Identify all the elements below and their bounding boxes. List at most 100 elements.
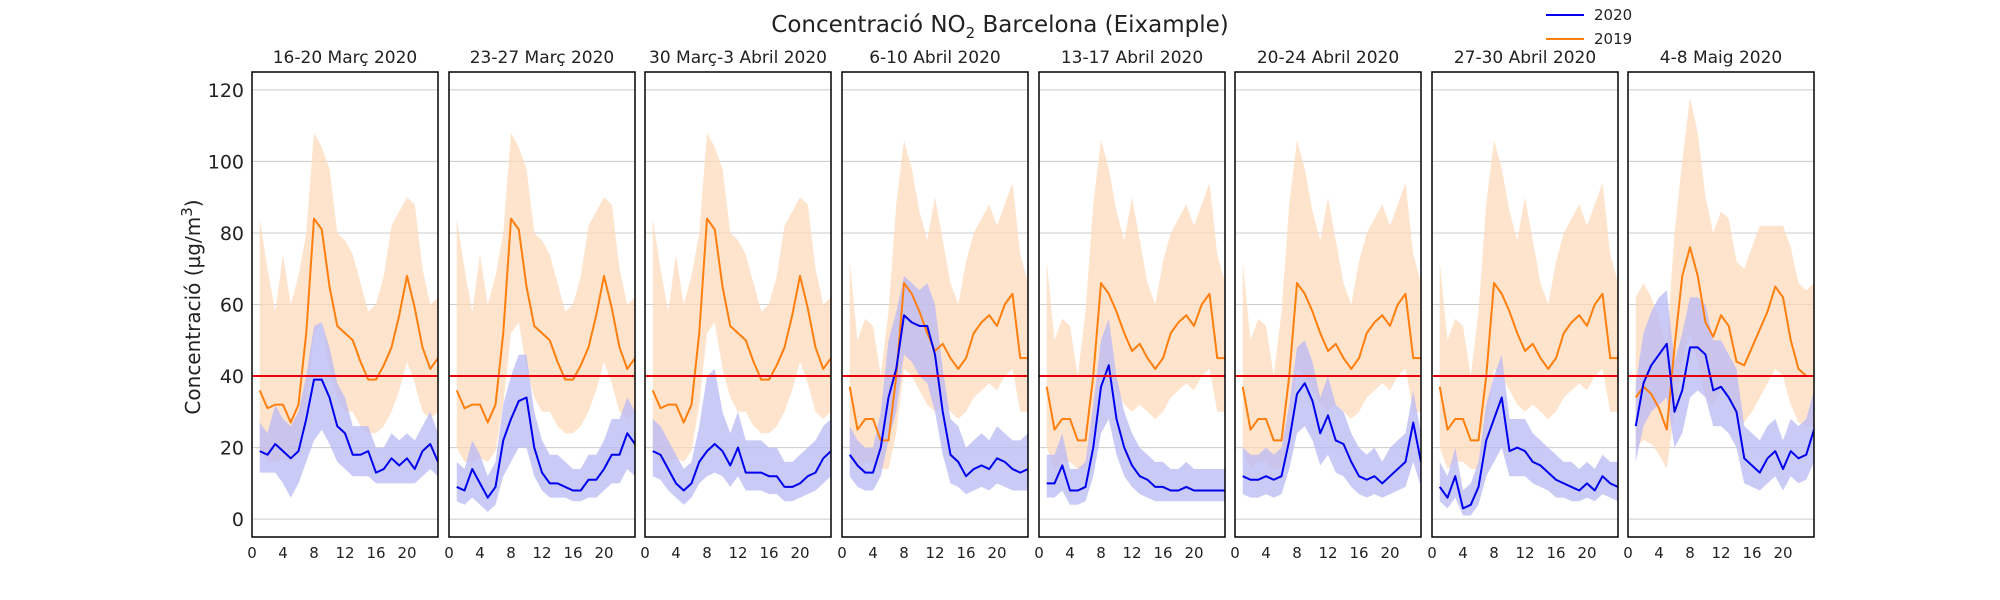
x-tick-label: 12 xyxy=(1318,544,1337,562)
legend-label-2019: 2019 xyxy=(1594,30,1632,48)
band-2020 xyxy=(456,354,635,512)
band-2020 xyxy=(1242,340,1421,498)
panel-4: 6-10 Abril 2020 0 4 8 12 16 20 xyxy=(837,48,1029,562)
panel-frame xyxy=(1038,71,1226,538)
panel-5: 13-17 Abril 2020 0 4 8 12 16 20 xyxy=(1034,48,1226,562)
x-tick-label: 20 xyxy=(1773,544,1792,562)
plot-area xyxy=(449,132,635,512)
x-tick-label: 8 xyxy=(899,544,909,562)
x-tick-label: 8 xyxy=(1292,544,1302,562)
panel-title: 30 Març-3 Abril 2020 xyxy=(649,48,827,68)
x-tick-label: 12 xyxy=(925,544,944,562)
x-tick-label: 0 xyxy=(247,544,257,562)
x-tick-label: 0 xyxy=(1427,544,1437,562)
panel-frame xyxy=(644,71,832,538)
x-tick-label: 4 xyxy=(1458,544,1468,562)
x-tick-label: 4 xyxy=(868,544,878,562)
plot-area xyxy=(1628,97,1814,491)
x-tick-label: 8 xyxy=(506,544,516,562)
chart-title: Concentració NO2 Barcelona (Eixample) xyxy=(771,12,1228,42)
y-tick-label: 20 xyxy=(220,438,244,460)
x-tick-label: 8 xyxy=(309,544,319,562)
x-tick-label: 8 xyxy=(1685,544,1695,562)
x-tick-label: 4 xyxy=(1065,544,1075,562)
x-tick-label: 0 xyxy=(837,544,847,562)
panel-title: 4-8 Maig 2020 xyxy=(1660,48,1782,68)
panel-3: 30 Març-3 Abril 2020 0 4 8 12 16 20 xyxy=(640,48,832,562)
panel-2: 23-27 Març 2020 0 4 8 12 16 20 xyxy=(444,48,636,562)
plot-area xyxy=(1235,139,1421,498)
series-line-2019 xyxy=(1438,282,1618,442)
chart-title-subscript: 2 xyxy=(966,24,976,42)
panel-1: 16-20 Març 2020 0 4 8 12 16 20 0 20 40 60 80 100 120 xyxy=(208,48,439,562)
chart-title-prefix: Concentració NO xyxy=(771,12,965,38)
series-line-2020 xyxy=(1438,396,1618,510)
panel-frame xyxy=(841,71,1029,538)
x-tick-label: 4 xyxy=(671,544,681,562)
x-tick-label: 12 xyxy=(532,544,551,562)
series-line-2019 xyxy=(1045,282,1225,442)
series-line-2019 xyxy=(1241,282,1421,442)
x-tick-label: 12 xyxy=(1122,544,1141,562)
series-line-2020 xyxy=(456,396,635,499)
x-tick-label: 0 xyxy=(1623,544,1633,562)
x-tick-label: 4 xyxy=(278,544,288,562)
x-tick-label: 8 xyxy=(1489,544,1499,562)
band-2020 xyxy=(1439,354,1618,516)
band-2020 xyxy=(1635,290,1814,491)
x-tick-label: 8 xyxy=(1096,544,1106,562)
x-tick-label: 16 xyxy=(759,544,778,562)
panel-frame xyxy=(1234,71,1422,538)
x-tick-label: 0 xyxy=(640,544,650,562)
chart-title-suffix: Barcelona (Eixample) xyxy=(975,12,1229,38)
y-tick-label: 80 xyxy=(220,223,244,245)
panel-frame xyxy=(1627,71,1815,538)
plot-area xyxy=(645,132,831,505)
series-line-2019 xyxy=(258,217,438,424)
x-tick-label: 16 xyxy=(1349,544,1368,562)
x-tick-label: 8 xyxy=(702,544,712,562)
y-axis-label-superscript: 3 xyxy=(178,207,196,217)
band-2019 xyxy=(259,132,438,462)
panel-title: 23-27 Març 2020 xyxy=(470,48,615,68)
legend: 2020 2019 xyxy=(1546,6,1632,48)
x-tick-label: 16 xyxy=(956,544,975,562)
y-tick-label: 0 xyxy=(232,509,244,531)
x-tick-label: 20 xyxy=(790,544,809,562)
series-line-2019 xyxy=(455,217,635,424)
plot-area xyxy=(1039,139,1225,505)
series-line-2020 xyxy=(1046,364,1225,492)
band-2020 xyxy=(652,368,831,505)
x-tick-label: 16 xyxy=(1153,544,1172,562)
y-axis-label: Concentració (µg/m3) xyxy=(178,199,205,414)
panel-7: 27-30 Abril 2020 0 4 8 12 16 20 xyxy=(1427,48,1619,562)
plot-area xyxy=(842,139,1028,495)
panel-title: 6-10 Abril 2020 xyxy=(869,48,1001,68)
x-tick-label: 16 xyxy=(1546,544,1565,562)
band-2019 xyxy=(652,132,831,462)
panel-frame xyxy=(1431,71,1619,538)
plot-area xyxy=(1432,139,1618,516)
panel-frame xyxy=(251,71,439,538)
x-tick-label: 16 xyxy=(1742,544,1761,562)
y-tick-label: 40 xyxy=(220,366,244,388)
x-tick-label: 16 xyxy=(366,544,385,562)
panel-frame xyxy=(448,71,636,538)
band-2019 xyxy=(456,132,635,462)
x-tick-label: 20 xyxy=(1184,544,1203,562)
panel-6: 20-24 Abril 2020 0 4 8 12 16 20 xyxy=(1230,48,1422,562)
series-line-2019 xyxy=(848,282,1028,442)
panel-title: 27-30 Abril 2020 xyxy=(1454,48,1596,68)
y-tick-label: 100 xyxy=(208,151,244,173)
x-tick-label: 20 xyxy=(594,544,613,562)
x-tick-label: 20 xyxy=(397,544,416,562)
band-2020 xyxy=(259,322,438,498)
x-tick-label: 12 xyxy=(335,544,354,562)
x-tick-label: 20 xyxy=(987,544,1006,562)
x-tick-label: 12 xyxy=(1711,544,1730,562)
panel-title: 16-20 Març 2020 xyxy=(273,48,418,68)
series-line-2020 xyxy=(652,443,831,492)
series-line-2020 xyxy=(1242,382,1421,485)
x-tick-label: 20 xyxy=(1577,544,1596,562)
